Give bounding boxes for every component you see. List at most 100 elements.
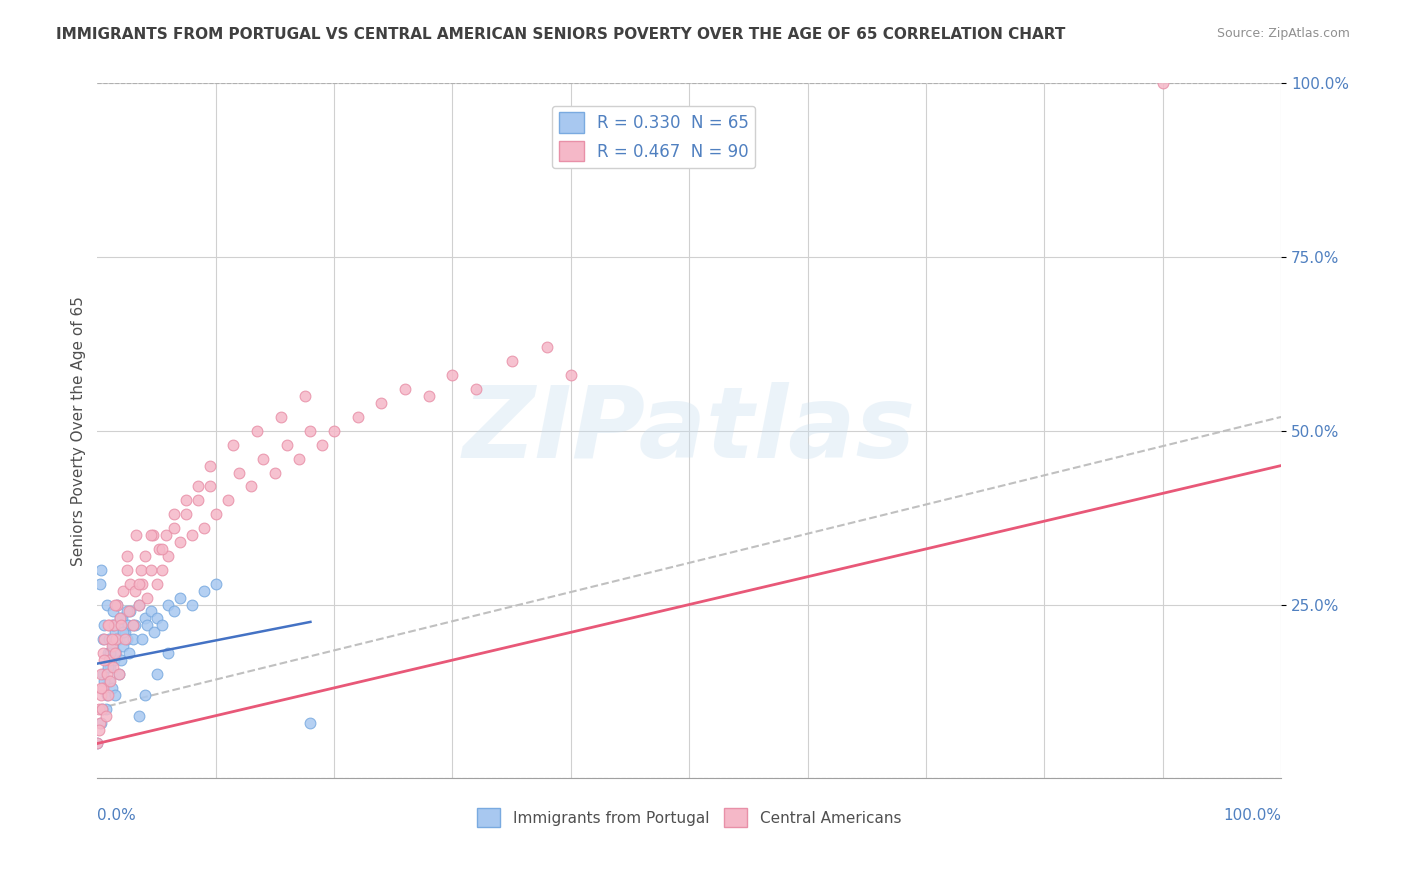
Point — [152, 541, 174, 556]
Point — [139, 528, 162, 542]
Point — [104, 646, 127, 660]
Point — [97, 618, 120, 632]
Point — [157, 646, 180, 660]
Point — [287, 451, 309, 466]
Point — [198, 458, 221, 473]
Text: IMMIGRANTS FROM PORTUGAL VS CENTRAL AMERICAN SENIORS POVERTY OVER THE AGE OF 65 : IMMIGRANTS FROM PORTUGAL VS CENTRAL AMER… — [56, 27, 1066, 42]
Point — [181, 598, 204, 612]
Point — [129, 563, 152, 577]
Point — [110, 618, 132, 632]
Point — [105, 646, 128, 660]
Text: Source: ZipAtlas.com: Source: ZipAtlas.com — [1216, 27, 1350, 40]
Point — [124, 618, 146, 632]
Point — [174, 493, 197, 508]
Point — [142, 528, 165, 542]
Point — [501, 354, 523, 368]
Point — [145, 576, 167, 591]
Point — [101, 618, 124, 632]
Point — [100, 660, 122, 674]
Point — [100, 681, 122, 695]
Point — [96, 598, 118, 612]
Point — [117, 618, 139, 632]
Point — [299, 424, 322, 438]
Point — [394, 382, 416, 396]
Point — [90, 715, 112, 730]
Point — [125, 528, 148, 542]
Point — [93, 618, 115, 632]
Point — [91, 667, 114, 681]
Point — [98, 632, 121, 647]
Point — [240, 479, 263, 493]
Point — [94, 702, 117, 716]
Point — [222, 438, 245, 452]
Point — [115, 549, 138, 563]
Point — [193, 521, 215, 535]
Point — [134, 611, 156, 625]
Point — [93, 653, 115, 667]
Point — [89, 715, 111, 730]
Y-axis label: Seniors Poverty Over the Age of 65: Seniors Poverty Over the Age of 65 — [72, 296, 86, 566]
Point — [128, 598, 150, 612]
Point — [346, 409, 368, 424]
Point — [204, 576, 226, 591]
Point — [128, 576, 150, 591]
Point — [145, 611, 167, 625]
Point — [294, 389, 316, 403]
Point — [101, 660, 124, 674]
Point — [103, 653, 125, 667]
Point — [157, 598, 180, 612]
Point — [101, 639, 124, 653]
Point — [101, 605, 124, 619]
Text: ZIPatlas: ZIPatlas — [463, 383, 915, 479]
Point — [107, 598, 129, 612]
Point — [100, 632, 122, 647]
Point — [204, 507, 226, 521]
Point — [139, 605, 162, 619]
Point — [112, 583, 135, 598]
Point — [134, 549, 156, 563]
Point — [193, 583, 215, 598]
Point — [163, 521, 186, 535]
Point — [157, 549, 180, 563]
Point — [90, 563, 112, 577]
Point — [217, 493, 239, 508]
Point — [187, 479, 209, 493]
Point — [536, 341, 558, 355]
Point — [90, 688, 112, 702]
Point — [152, 618, 174, 632]
Point — [276, 438, 298, 452]
Point — [169, 535, 191, 549]
Point — [252, 451, 274, 466]
Point — [96, 667, 118, 681]
Point — [1152, 77, 1174, 91]
Text: 0.0%: 0.0% — [97, 808, 136, 823]
Point — [228, 466, 250, 480]
Point — [93, 673, 115, 688]
Point — [91, 681, 114, 695]
Point — [121, 632, 143, 647]
Point — [87, 702, 110, 716]
Point — [152, 563, 174, 577]
Point — [87, 723, 110, 737]
Point — [89, 576, 111, 591]
Point — [121, 618, 143, 632]
Point — [120, 576, 142, 591]
Point — [111, 611, 134, 625]
Point — [107, 667, 129, 681]
Point — [90, 667, 112, 681]
Point — [128, 708, 150, 723]
Point — [198, 479, 221, 493]
Point — [115, 632, 138, 647]
Legend: Immigrants from Portugal, Central Americans: Immigrants from Portugal, Central Americ… — [471, 802, 907, 833]
Point — [124, 583, 146, 598]
Point — [91, 702, 114, 716]
Point — [163, 605, 186, 619]
Point — [145, 667, 167, 681]
Point — [131, 576, 153, 591]
Point — [90, 681, 112, 695]
Point — [187, 493, 209, 508]
Point — [114, 625, 136, 640]
Point — [128, 598, 150, 612]
Point — [103, 618, 125, 632]
Point — [94, 708, 117, 723]
